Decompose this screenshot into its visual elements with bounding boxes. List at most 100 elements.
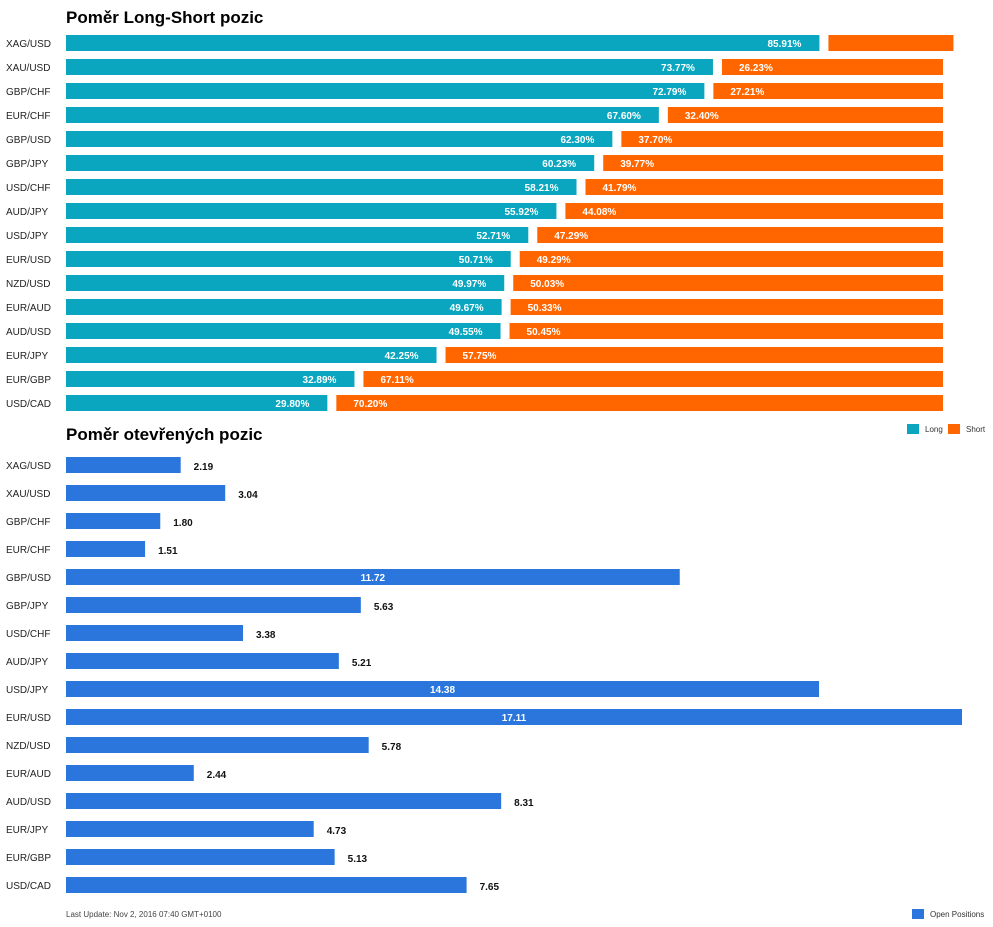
bar-short	[585, 179, 943, 195]
legend-long-label: Long	[925, 424, 943, 434]
bar-long	[66, 83, 705, 99]
bar-open-positions	[66, 513, 161, 529]
bar-open-positions	[66, 457, 181, 473]
data-label-open: 1.51	[158, 546, 178, 557]
data-label-long: 58.21%	[525, 183, 559, 194]
bar-short	[510, 299, 943, 315]
bar-short	[603, 155, 943, 171]
data-label-short: 44.08%	[582, 207, 616, 218]
data-label-open: 14.38	[430, 685, 455, 696]
data-label-long: 29.80%	[275, 399, 309, 410]
legend-short-swatch	[948, 424, 960, 434]
data-label-open: 5.13	[348, 854, 368, 865]
data-label-short: 49.29%	[537, 255, 571, 266]
category-label: EUR/JPY	[6, 351, 49, 362]
data-label-long: 50.71%	[459, 255, 493, 266]
data-label-open: 2.44	[207, 770, 227, 781]
bar-short	[621, 131, 943, 147]
bar-open-positions	[66, 849, 335, 865]
bar-short	[445, 347, 943, 363]
bar-open-positions	[66, 653, 339, 669]
data-label-short: 26.23%	[739, 63, 773, 74]
legend-open-swatch	[912, 909, 924, 919]
data-label-long: 49.55%	[449, 327, 483, 338]
bar-long	[66, 371, 355, 387]
category-label: XAU/USD	[6, 489, 50, 500]
data-label-short: 27.21%	[730, 87, 764, 98]
bar-long	[66, 347, 437, 363]
legend-short-label: Short	[966, 424, 986, 434]
category-label: AUD/USD	[6, 327, 51, 338]
data-label-open: 2.19	[194, 462, 214, 473]
data-label-open: 11.72	[361, 573, 386, 584]
bar-long	[66, 35, 820, 51]
data-label-open: 5.63	[374, 602, 394, 613]
category-label: EUR/JPY	[6, 825, 49, 836]
category-label: EUR/CHF	[6, 111, 50, 122]
bar-open-positions	[66, 625, 244, 641]
bar-short	[537, 227, 943, 243]
bar-short	[336, 395, 943, 411]
category-label: GBP/USD	[6, 135, 51, 146]
category-label: USD/JPY	[6, 685, 49, 696]
data-label-short: 37.70%	[638, 135, 672, 146]
data-label-open: 5.21	[352, 658, 372, 669]
bar-short	[667, 107, 943, 123]
bar-short	[721, 59, 943, 75]
bar-short	[519, 251, 943, 267]
bar-open-positions	[66, 765, 194, 781]
category-label: AUD/USD	[6, 797, 51, 808]
data-label-short: 50.33%	[528, 303, 562, 314]
data-label-long: 49.67%	[450, 303, 484, 314]
data-label-open: 8.31	[514, 798, 534, 809]
category-label: USD/CHF	[6, 629, 50, 640]
data-label-long: 49.97%	[452, 279, 486, 290]
bar-long	[66, 131, 613, 147]
data-label-open: 1.80	[173, 518, 193, 529]
bar-short	[509, 323, 943, 339]
data-label-short: 50.03%	[530, 279, 564, 290]
last-update-text: Last Update: Nov 2, 2016 07:40 GMT+0100	[66, 910, 222, 919]
bar-long	[66, 395, 328, 411]
legend-open-positions[interactable]: Open Positions	[912, 909, 984, 919]
data-label-long: 67.60%	[607, 111, 641, 122]
legend-long-swatch	[907, 424, 919, 434]
bar-short	[513, 275, 943, 291]
data-label-short: 47.29%	[554, 231, 588, 242]
category-label: EUR/GBP	[6, 853, 51, 864]
category-label: EUR/USD	[6, 713, 51, 724]
category-label: USD/CAD	[6, 399, 51, 410]
legend-long[interactable]: Long	[907, 424, 943, 434]
bar-long	[66, 59, 713, 75]
bar-short	[363, 371, 943, 387]
bar-open-positions	[66, 737, 369, 753]
category-label: GBP/CHF	[6, 517, 50, 528]
data-label-open: 7.65	[480, 882, 500, 893]
legend-short[interactable]: Short	[948, 424, 985, 434]
category-label: GBP/USD	[6, 573, 51, 584]
bar-long	[66, 179, 577, 195]
data-label-long: 42.25%	[385, 351, 419, 362]
category-label: NZD/USD	[6, 279, 50, 290]
data-label-long: 55.92%	[504, 207, 538, 218]
category-label: GBP/CHF	[6, 87, 50, 98]
data-label-open: 3.38	[256, 630, 276, 641]
bar-open-positions	[66, 541, 146, 557]
category-label: EUR/AUD	[6, 769, 51, 780]
category-label: XAU/USD	[6, 63, 50, 74]
bar-open-positions	[66, 877, 467, 893]
data-label-short: 67.11%	[380, 375, 413, 386]
data-label-short: 32.40%	[685, 111, 719, 122]
bar-long	[66, 323, 501, 339]
data-label-long: 85.91%	[768, 39, 802, 50]
category-label: USD/CHF	[6, 183, 50, 194]
category-label: EUR/CHF	[6, 545, 50, 556]
data-label-open: 17.11	[502, 713, 527, 724]
data-label-short: 70.20%	[353, 399, 387, 410]
bar-long	[66, 227, 529, 243]
category-label: AUD/JPY	[6, 657, 49, 668]
bar-open-positions	[66, 681, 820, 697]
data-label-long: 73.77%	[661, 63, 695, 74]
bar-open-positions	[66, 597, 361, 613]
